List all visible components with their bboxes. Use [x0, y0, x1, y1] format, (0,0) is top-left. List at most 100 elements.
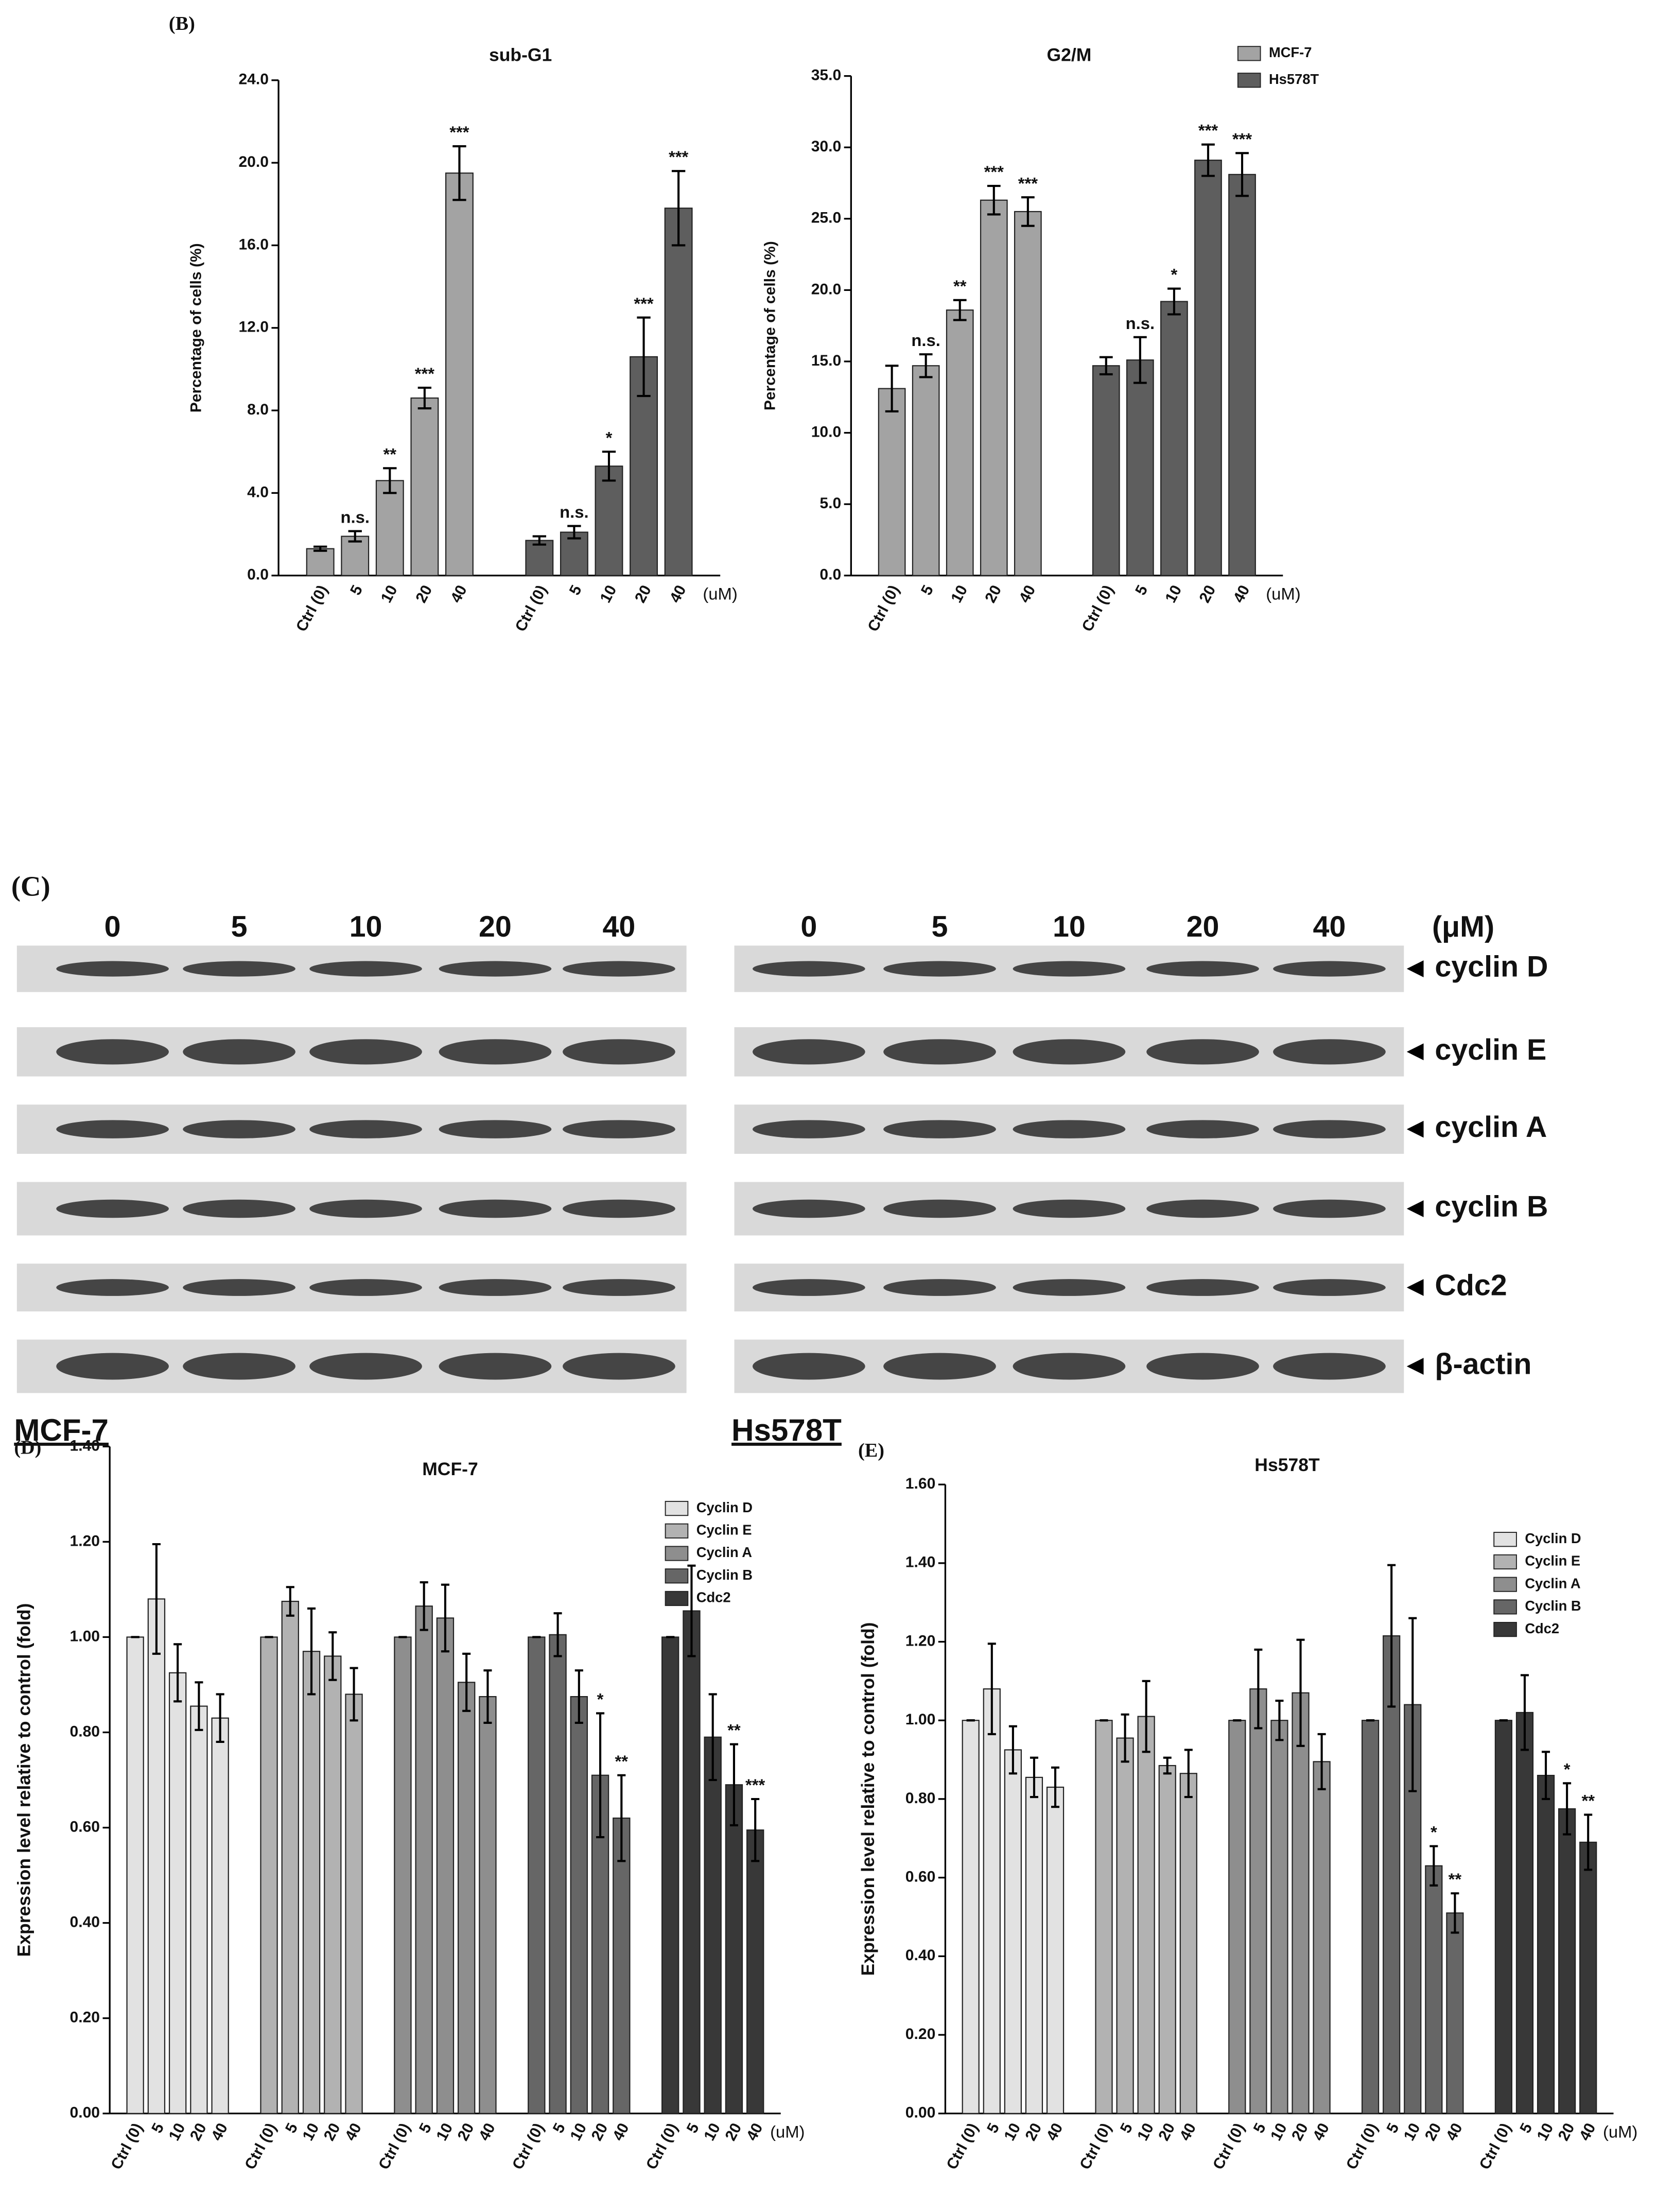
y-tick-label: 0.0 — [819, 566, 841, 583]
blot-band — [753, 1279, 865, 1296]
blot-band — [1013, 1039, 1126, 1065]
legend-label: Cyclin D — [1525, 1530, 1581, 1546]
bar — [661, 1636, 679, 2114]
bar — [1194, 160, 1222, 576]
blot-band — [1013, 1120, 1126, 1138]
blot-band — [309, 961, 422, 977]
significance-label: *** — [1198, 121, 1218, 140]
bar — [980, 199, 1008, 576]
significance-label: *** — [984, 162, 1004, 181]
bar — [946, 309, 974, 576]
x-tick-label: 5 — [918, 582, 937, 598]
bar — [1160, 301, 1188, 576]
y-axis-label: Percentage of cells (%) — [188, 243, 205, 412]
bar — [1116, 1737, 1134, 2114]
y-tick-label: 1.00 — [70, 1628, 100, 1645]
bar — [1095, 1720, 1113, 2114]
bar — [725, 1784, 743, 2114]
x-tick-label: Ctrl (0) — [643, 2120, 682, 2172]
y-tick-label: 0.0 — [247, 566, 269, 583]
significance-label: *** — [634, 294, 654, 313]
x-tick-label: 40 — [208, 2120, 231, 2144]
x-tick-label: 40 — [1443, 2120, 1466, 2144]
significance-label: *** — [1232, 129, 1252, 148]
blot-band — [563, 1120, 675, 1138]
y-tick-label: 20.0 — [238, 153, 268, 170]
x-tick-label: 40 — [447, 582, 470, 606]
x-axis-label: (uM) — [703, 584, 737, 603]
blot-band — [1013, 961, 1126, 977]
protein-label: cyclin B — [1435, 1190, 1548, 1223]
chart-title: Hs578T — [1254, 1455, 1320, 1475]
significance-label: *** — [745, 1775, 765, 1794]
x-tick-label: 5 — [148, 2120, 167, 2136]
y-tick-label: 1.20 — [905, 1632, 935, 1649]
legend-label: Cyclin D — [696, 1499, 753, 1515]
legend-label: Cdc2 — [1525, 1620, 1559, 1636]
bar — [1313, 1761, 1331, 2114]
y-tick-label: 0.40 — [905, 1947, 935, 1964]
bar — [1383, 1635, 1401, 2114]
blot-band — [309, 1120, 422, 1138]
bar — [683, 1610, 701, 2114]
x-tick-label: 10 — [1134, 2120, 1157, 2144]
blot-band — [439, 1039, 552, 1065]
blot-band — [183, 1353, 295, 1380]
significance-label: n.s. — [911, 331, 940, 350]
blot-band — [56, 1120, 169, 1138]
bar — [445, 172, 474, 576]
x-tick-label: 40 — [609, 2120, 633, 2144]
x-axis-label: (uM) — [1603, 2122, 1637, 2141]
blot-band — [753, 1353, 865, 1380]
x-tick-label: 40 — [667, 582, 690, 606]
blot-band — [1146, 1120, 1259, 1138]
significance-label: *** — [415, 364, 435, 383]
blot-band — [183, 1199, 295, 1218]
blot-band — [439, 1199, 552, 1218]
x-tick-label: 5 — [1516, 2120, 1536, 2136]
x-tick-label: 10 — [1162, 582, 1185, 606]
y-tick-label: 16.0 — [238, 236, 268, 253]
x-tick-label: 5 — [550, 2120, 569, 2136]
protein-label: cyclin D — [1435, 951, 1548, 983]
significance-label: * — [1431, 1823, 1437, 1842]
arrowhead — [1406, 960, 1424, 977]
y-axis-label: Expression level relative to control (fo… — [858, 1622, 878, 1976]
chart-title: G2/M — [1047, 45, 1091, 65]
y-tick-label: 1.20 — [70, 1532, 100, 1549]
legend-swatch — [665, 1568, 689, 1584]
significance-label: ** — [1449, 1870, 1462, 1889]
bar — [479, 1696, 497, 2114]
significance-label: * — [1564, 1759, 1571, 1778]
x-tick-label: 20 — [412, 582, 435, 606]
y-tick-label: 1.40 — [905, 1554, 935, 1571]
legend-swatch — [1493, 1621, 1517, 1637]
panel-label: (D) — [14, 1437, 41, 1459]
x-tick-label: Ctrl (0) — [108, 2120, 146, 2172]
blot-band — [1273, 1353, 1386, 1380]
significance-label: ** — [727, 1721, 741, 1740]
x-tick-label: 5 — [1132, 582, 1151, 598]
legend-swatch — [1493, 1577, 1517, 1592]
lane-label: 5 — [231, 910, 248, 943]
y-tick-label: 12.0 — [238, 319, 268, 336]
bar — [1537, 1774, 1555, 2114]
blot-band — [1013, 1199, 1126, 1218]
y-tick-label: 5.0 — [819, 495, 841, 512]
panel-label: (C) — [11, 871, 50, 902]
blot-band — [753, 961, 865, 977]
significance-label: n.s. — [560, 503, 588, 522]
blot-band — [883, 1353, 996, 1380]
y-tick-label: 20.0 — [811, 281, 841, 298]
blot-band — [883, 1279, 996, 1296]
bar — [281, 1600, 299, 2114]
significance-label: ** — [953, 276, 967, 296]
chart-title: sub-G1 — [489, 45, 552, 65]
bar — [591, 1774, 609, 2114]
legend-label: Cyclin B — [1525, 1598, 1581, 1614]
bar — [664, 208, 693, 576]
blot-band — [753, 1199, 865, 1218]
bar — [260, 1636, 278, 2114]
x-tick-label: Ctrl (0) — [1076, 2120, 1115, 2172]
significance-label: ** — [383, 444, 397, 463]
